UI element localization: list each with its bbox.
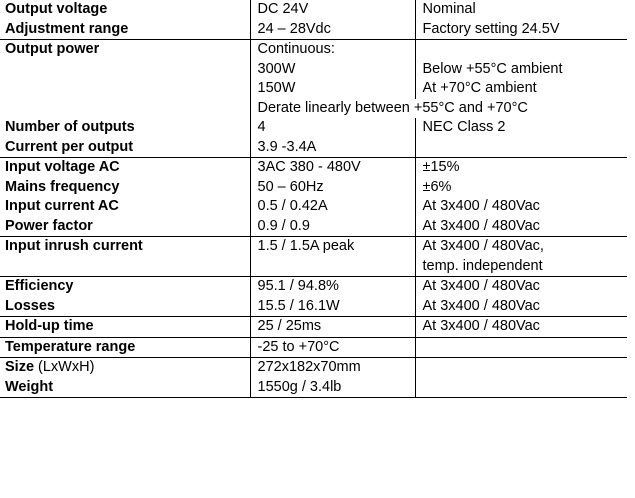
row-value: 4 [249, 118, 415, 138]
row-value: 95.1 / 94.8% [249, 276, 415, 297]
row-condition [414, 39, 627, 60]
table-row: Size (LxWxH) 272x182x70mm [0, 357, 627, 378]
row-label: Adjustment range [5, 20, 129, 37]
table-row: Adjustment range 24 – 28Vdc Factory settin… [0, 19, 627, 40]
row-label: Temperature range [0, 336, 250, 358]
table-row: Input voltage AC 3AC 380 - 480V ±15% [0, 157, 627, 178]
row-condition: At +70°C ambient [414, 79, 627, 99]
row-condition: ±15% [414, 157, 627, 178]
row-value: 150W [249, 79, 415, 99]
row-label: Input voltage AC [0, 157, 250, 178]
row-label: Hold-up time [0, 316, 250, 337]
table-row: Input inrush current 1.5 / 1.5A peak At 3x… [0, 236, 627, 257]
row-value: 1550g / 3.4lb [249, 377, 415, 398]
table-row: Derate linearly between +55°C and +70°C [0, 98, 627, 119]
row-value: 3.9 -3.4A [249, 137, 415, 158]
row-condition: Factory setting 24.5V [414, 19, 627, 40]
row-condition: At 3x400 / 480Vac [414, 316, 627, 337]
row-label: Output power [0, 39, 250, 60]
table-row: Current per output 3.9 -3.4A [0, 137, 627, 158]
row-label: Input current AC [5, 198, 119, 214]
row-condition [414, 137, 627, 158]
row-value: Continuous: [249, 39, 415, 60]
row-label [0, 257, 250, 277]
row-value: 25 / 25ms [249, 316, 415, 337]
row-label: Weight [0, 377, 250, 398]
row-value: Derate linearly between +55°C and +70°C [249, 98, 627, 118]
table-row: Input current AC 0.5 / 0.42A At 3x400 / 48… [0, 197, 627, 217]
row-condition: At 3x400 / 480Vac [414, 216, 627, 237]
row-label: Losses [5, 297, 55, 314]
row-condition: Nominal [414, 0, 627, 20]
row-label: Power factor [5, 217, 93, 234]
row-condition: At 3x400 / 480Vac [414, 296, 627, 317]
row-condition [414, 336, 627, 358]
table-row: Power factor 0.9 / 0.9 At 3x400 / 480Vac [0, 216, 627, 237]
row-label: Size (LxWxH) [0, 357, 250, 378]
row-value: 300W [249, 59, 415, 79]
row-value: 0.9 / 0.9 [249, 216, 415, 237]
row-condition: At 3x400 / 480Vac [414, 197, 627, 217]
row-label: Input inrush current [0, 236, 250, 257]
row-label: Output voltage [5, 1, 108, 17]
row-label [0, 79, 250, 99]
table-row: Losses 15.5 / 16.1W At 3x400 / 480Vac [0, 296, 627, 317]
row-value: DC 24V [249, 0, 415, 20]
row-condition: ±6% [414, 177, 627, 197]
row-label: Efficiency [0, 276, 250, 297]
specification-table-body: Output voltage DC 24V Nominal Adjustment ra… [0, 0, 627, 398]
row-value: 1.5 / 1.5A peak [249, 236, 415, 257]
table-row: temp. independent [0, 256, 627, 277]
table-row: Efficiency 95.1 / 94.8% At 3x400 / 480Vac [0, 276, 627, 297]
table-row: Temperature range -25 to +70°C [0, 336, 627, 358]
row-value: 3AC 380 - 480V [249, 157, 415, 178]
specification-table: Output voltage DC 24V Nominal Adjustment ra… [0, 0, 627, 398]
row-value: 15.5 / 16.1W [249, 296, 415, 317]
row-label [0, 99, 250, 119]
table-row: Mains frequency 50 – 60Hz ±6% [0, 177, 627, 197]
row-condition [414, 377, 627, 398]
row-label [0, 60, 250, 80]
table-row: 150W At +70°C ambient [0, 79, 627, 99]
table-row: Weight 1550g / 3.4lb [0, 377, 627, 398]
row-condition: At 3x400 / 480Vac [414, 276, 627, 297]
row-value: 24 – 28Vdc [249, 19, 415, 40]
table-row: Output power Continuous: [0, 39, 627, 60]
row-value: -25 to +70°C [249, 336, 415, 358]
row-value: 50 – 60Hz [249, 177, 415, 197]
row-condition [414, 357, 627, 378]
row-value: 0.5 / 0.42A [249, 197, 415, 217]
row-condition: NEC Class 2 [414, 118, 627, 138]
row-label-suffix: (LxWxH) [34, 359, 95, 375]
row-label: Current per output [5, 138, 134, 155]
row-label: Number of outputs [5, 119, 135, 135]
table-row: Hold-up time 25 / 25ms At 3x400 / 480Vac [0, 316, 627, 337]
row-condition: At 3x400 / 480Vac, [414, 236, 627, 257]
table-row: Number of outputs 4 NEC Class 2 [0, 118, 627, 138]
row-condition: temp. independent [414, 256, 627, 277]
row-condition: Below +55°C ambient [414, 59, 627, 79]
row-label: Mains frequency [5, 178, 120, 195]
table-row: 300W Below +55°C ambient [0, 59, 627, 80]
row-value: 272x182x70mm [249, 357, 415, 378]
row-value [249, 256, 415, 277]
table-row: Output voltage DC 24V Nominal [0, 0, 627, 20]
